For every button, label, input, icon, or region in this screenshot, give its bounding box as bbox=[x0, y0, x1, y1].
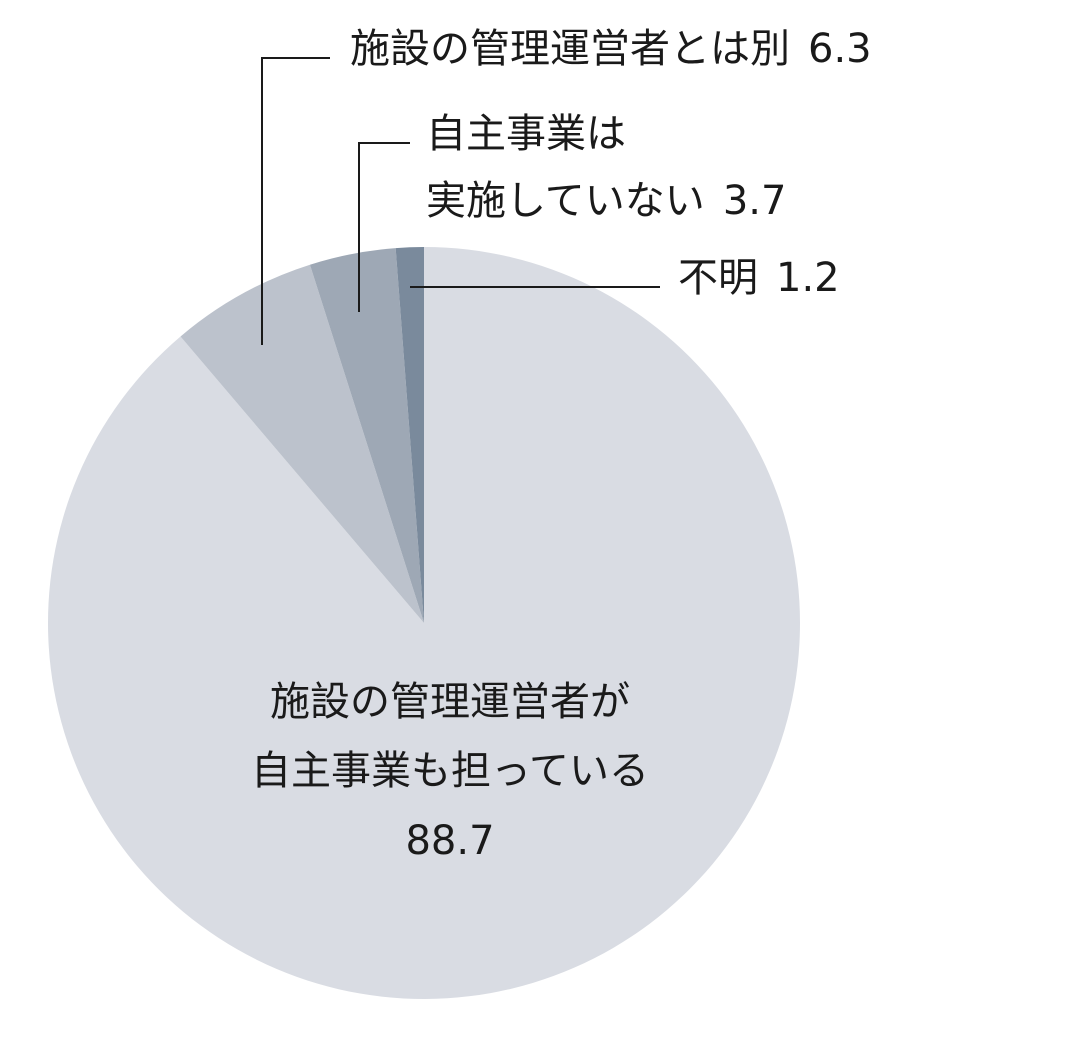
value-label: 88.7 bbox=[405, 818, 494, 864]
pie bbox=[47, 247, 800, 1000]
slice-label: 自主事業は bbox=[426, 111, 626, 157]
pie-slice bbox=[395, 247, 424, 623]
label-line: 自主事業は bbox=[426, 111, 626, 157]
value-label: 3.7 bbox=[723, 178, 787, 224]
pie-slice bbox=[309, 248, 424, 624]
slice-label: 施設の管理運営者が bbox=[270, 679, 630, 725]
slice-label: 実施していない 3.7 bbox=[426, 178, 786, 224]
value-label: 1.2 bbox=[776, 255, 840, 301]
label-line: 施設の管理運営者とは別 bbox=[350, 26, 790, 72]
leader-line bbox=[358, 142, 410, 312]
value-label: 6.3 bbox=[808, 26, 872, 72]
pie-slice bbox=[47, 247, 800, 1000]
label-line: 自主事業も担っている bbox=[251, 748, 649, 794]
slice-label: 不明 1.2 bbox=[678, 255, 840, 301]
slice-label: 自主事業も担っている bbox=[251, 748, 649, 794]
pie-slice bbox=[180, 264, 424, 623]
label-line: 施設の管理運営者が bbox=[270, 679, 630, 725]
slice-label: 施設の管理運営者とは別 6.3 bbox=[350, 26, 872, 72]
leader-line bbox=[261, 57, 330, 345]
label-line: 不明 bbox=[678, 255, 758, 301]
label-line: 実施していない bbox=[426, 178, 705, 224]
